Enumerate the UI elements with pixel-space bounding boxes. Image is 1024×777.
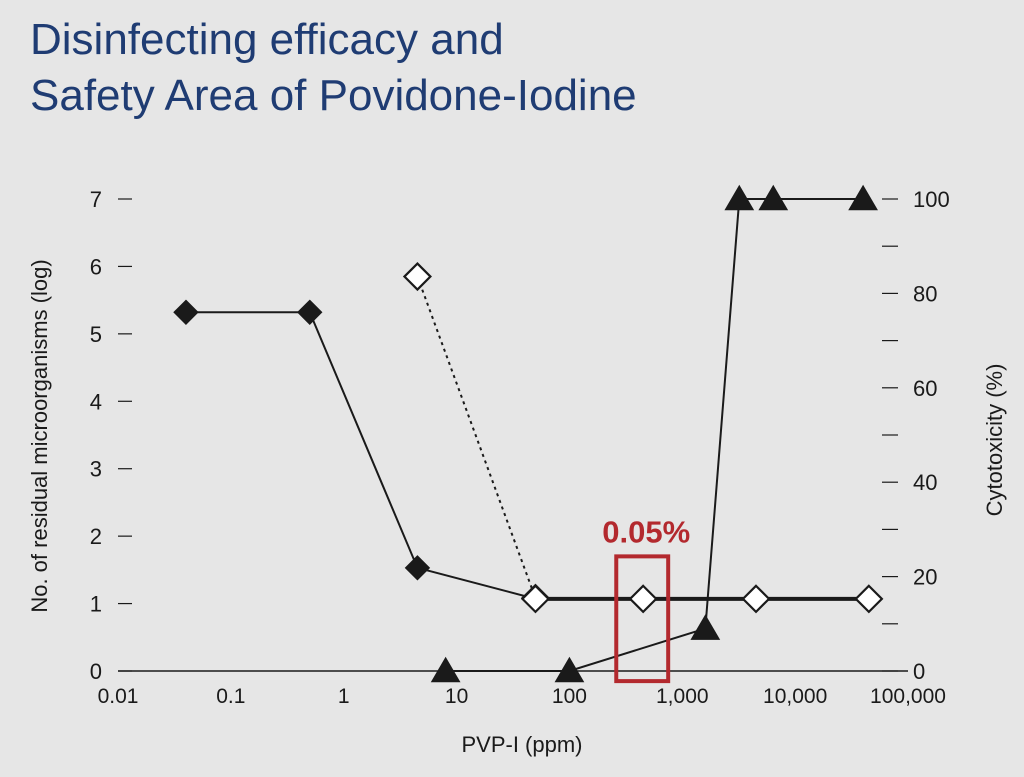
- series-2-point: [854, 584, 884, 614]
- y-tick-label-left: 1: [90, 592, 102, 617]
- series-2-point: [520, 584, 551, 614]
- title-line-1: Disinfecting efficacy and: [30, 15, 504, 64]
- y-tick-label-left: 3: [90, 457, 102, 482]
- series-group: [173, 184, 884, 683]
- series-3-point: [848, 184, 878, 211]
- series-3-point: [554, 656, 585, 683]
- y-tick-label-left: 2: [90, 524, 102, 549]
- series-2-point: [741, 584, 771, 614]
- y-axis-label-right: Cytotoxicity (%): [982, 364, 1007, 517]
- highlight-label: 0.05%: [602, 514, 690, 549]
- highlight-box-0-05-percent: [614, 554, 671, 684]
- y-tick-label-left: 7: [90, 187, 102, 212]
- y-tick-label-left: 4: [90, 389, 102, 414]
- chart-title: Disinfecting efficacy and Safety Area of…: [30, 12, 637, 124]
- x-tick-label: 1: [338, 685, 350, 708]
- y-tick-label-right: 80: [913, 281, 937, 306]
- series-2-point: [628, 584, 658, 614]
- x-tick-label: 100,000: [870, 685, 946, 708]
- x-tick-label: 100: [552, 685, 587, 708]
- x-tick-label: 10: [445, 685, 468, 708]
- x-tick-label: 10,000: [763, 685, 827, 708]
- y-tick-label-left: 0: [90, 659, 102, 684]
- title-line-2: Safety Area of Povidone-Iodine: [30, 71, 637, 120]
- annotation-group: 0.05%: [602, 514, 690, 684]
- y-tick-label-right: 0: [913, 659, 925, 684]
- x-tick-label: 1,000: [656, 685, 709, 708]
- series-3-point: [758, 184, 789, 211]
- series-3-point: [724, 184, 755, 211]
- axes-group: 0.01 0.1 1 10 100 1,000 10,000 100,000012345670…: [90, 187, 950, 708]
- x-tick-label: 0.01: [98, 685, 139, 708]
- y-tick-label-right: 60: [913, 376, 937, 401]
- x-axis-label: PVP-I (ppm): [461, 732, 582, 757]
- series-0-point: [173, 299, 199, 325]
- y-tick-label-right: 100: [913, 187, 950, 212]
- series-3-point: [430, 656, 461, 683]
- y-tick-label-right: 20: [913, 565, 937, 590]
- series-1-line: [416, 276, 537, 599]
- y-tick-label-left: 6: [90, 254, 102, 279]
- series-0-point: [297, 299, 323, 325]
- x-tick-label: 0.1: [216, 685, 245, 708]
- series-3-point: [690, 614, 721, 640]
- series-0-point: [404, 555, 431, 581]
- y-axis-label-left: No. of residual microorganisms (log): [27, 259, 52, 612]
- y-tick-label-right: 40: [913, 470, 937, 495]
- y-tick-label-left: 5: [90, 322, 102, 347]
- series-1-point: [402, 261, 432, 292]
- series-3-line: [445, 198, 864, 672]
- series-0-line: [185, 311, 536, 600]
